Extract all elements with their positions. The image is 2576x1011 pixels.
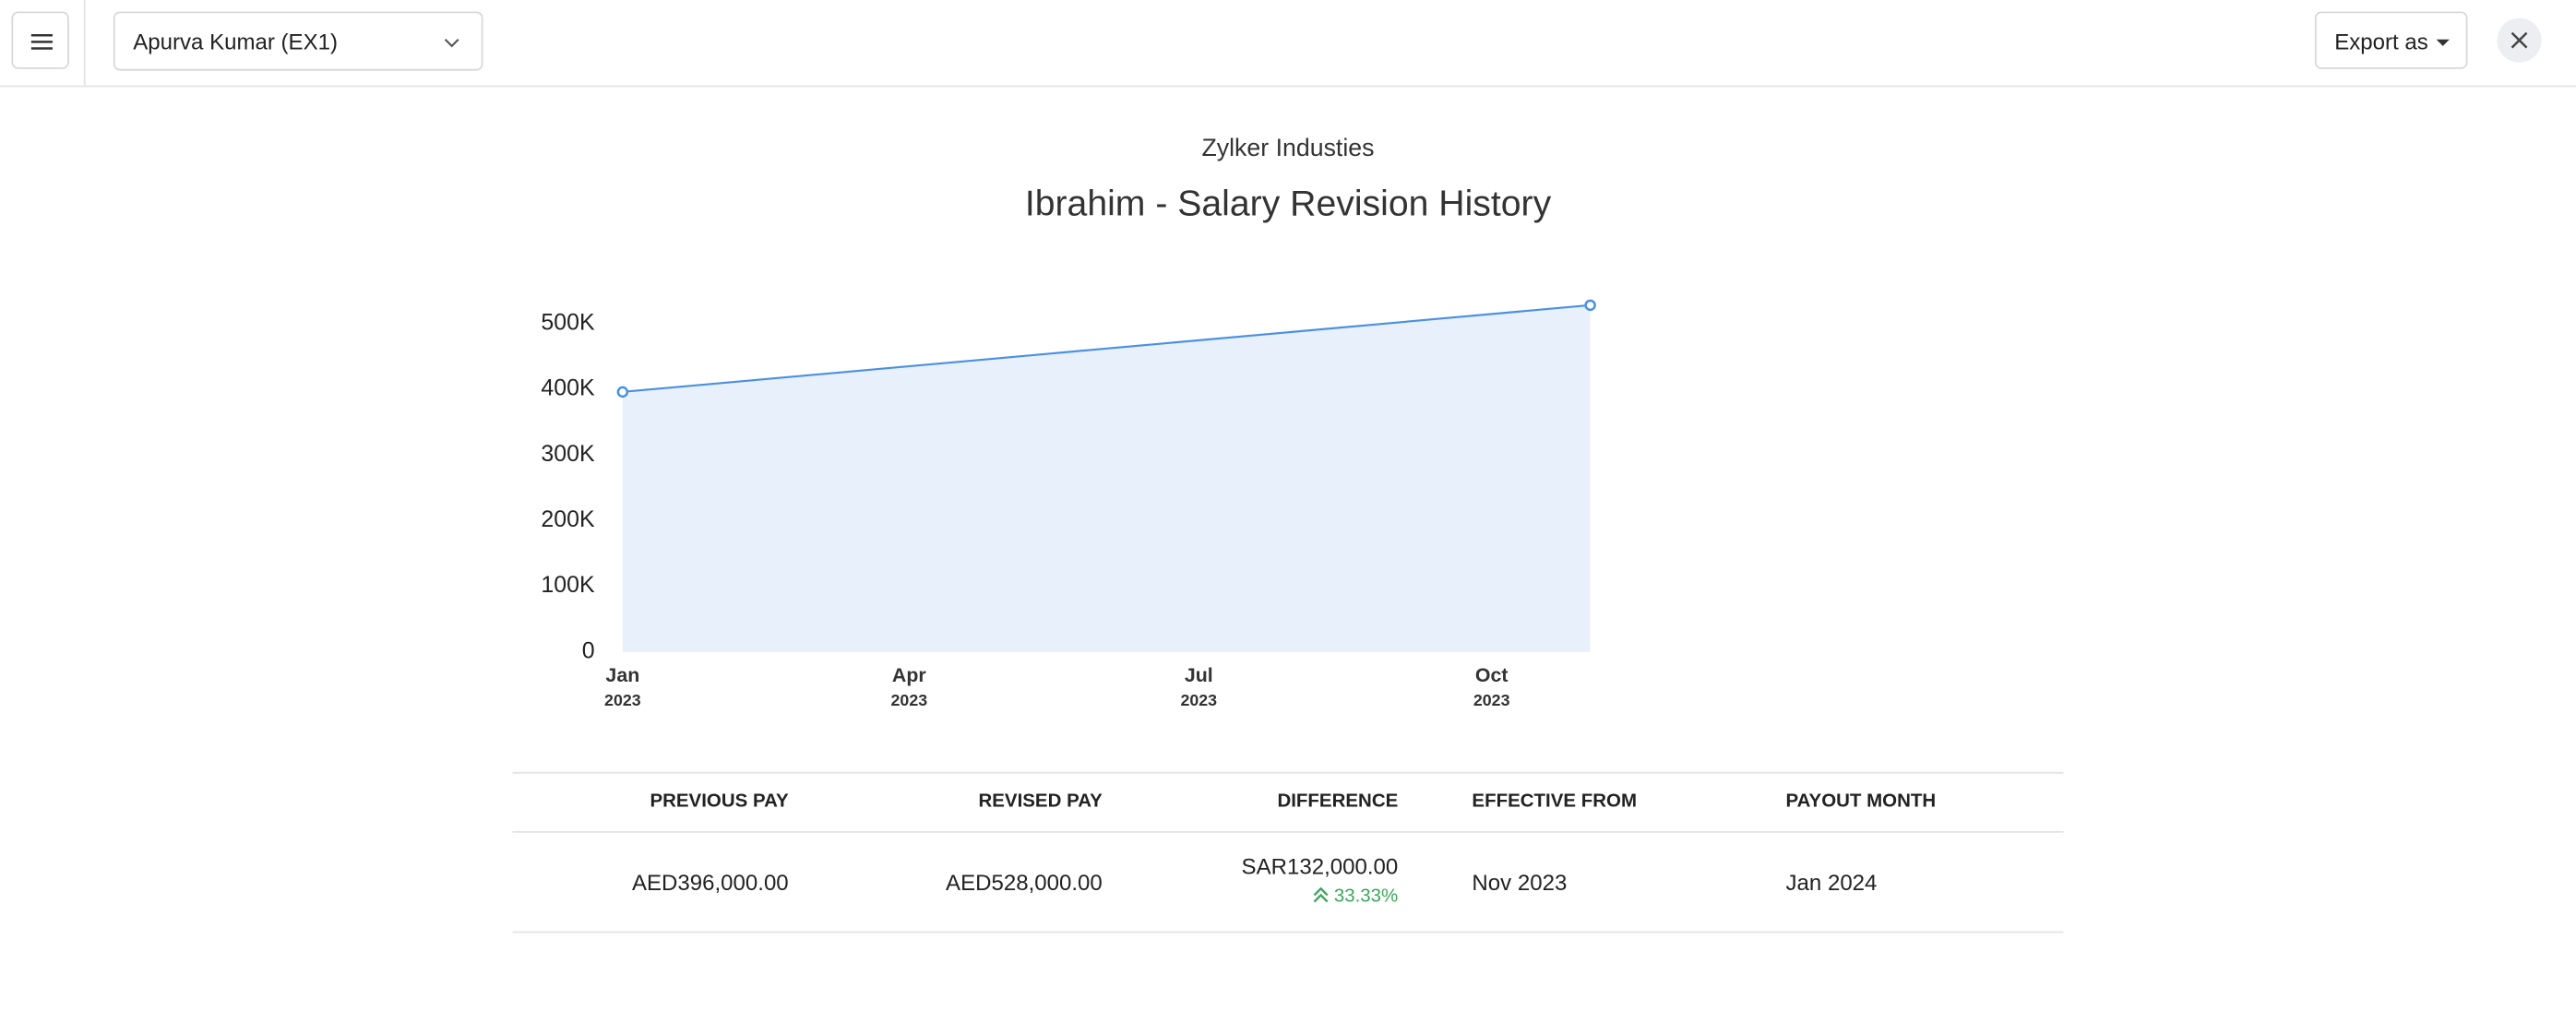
close-icon — [2510, 31, 2528, 49]
difference-change: 33.33% — [1312, 887, 1398, 907]
employee-name: Apurva Kumar (EX1) — [133, 30, 338, 54]
column-header: DIFFERENCE — [1277, 791, 1399, 812]
divider — [83, 0, 86, 86]
y-tick-label: 500K — [541, 309, 595, 335]
employee-select[interactable]: Apurva Kumar (EX1) — [113, 11, 483, 71]
y-tick-label: 200K — [541, 506, 595, 532]
column-header: EFFECTIVE FROM — [1472, 791, 1638, 812]
close-button[interactable] — [2497, 18, 2542, 63]
y-tick-label: 400K — [541, 375, 595, 401]
chevron — [444, 38, 459, 48]
table-border — [512, 771, 2064, 774]
revised-pay: AED528,000.00 — [946, 870, 1103, 896]
point — [1584, 299, 1596, 312]
difference-percent: 33.33% — [1333, 886, 1399, 907]
x-tick-year: 2023 — [1180, 691, 1217, 709]
line — [622, 303, 1591, 393]
menu-button[interactable] — [11, 11, 69, 69]
column-header: PREVIOUS PAY — [650, 791, 789, 812]
y-tick-label: 0 — [582, 637, 595, 663]
chart: 0 100K 200K 300K 400K 500K Jan 2023 Apr 2023 Jul 20… — [541, 299, 1596, 709]
x-tick-year: 2023 — [1473, 691, 1510, 709]
x-tick-label: Apr — [892, 664, 926, 686]
x-tick-label: Jul — [1185, 664, 1213, 686]
caret — [2436, 39, 2450, 46]
column-header: REVISED PAY — [978, 791, 1103, 812]
x-tick-year: 2023 — [891, 691, 928, 709]
y-tick-label: 100K — [541, 572, 595, 598]
export-button[interactable]: Export as — [2314, 11, 2468, 69]
x-tick-label: Jan — [605, 664, 639, 686]
menu-icon — [30, 34, 53, 50]
company: Zylker Industies — [1201, 135, 1375, 163]
up-icon — [1313, 886, 1329, 903]
export-label: Export as — [2334, 30, 2428, 54]
difference: SAR132,000.00 — [1241, 853, 1399, 879]
table-border — [512, 931, 2064, 934]
x-tick-label: Oct — [1475, 664, 1509, 686]
point — [616, 386, 629, 398]
effective-from: Nov 2023 — [1472, 870, 1568, 896]
report-title: Ibrahim - Salary Revision History — [1024, 182, 1552, 224]
area — [622, 304, 1591, 652]
previous-pay: AED396,000.00 — [631, 870, 789, 896]
table-border — [512, 830, 2064, 833]
payout-month: Jan 2024 — [1785, 870, 1878, 896]
x-tick-year: 2023 — [604, 691, 641, 709]
top-bar — [0, 0, 2576, 88]
y-tick-label: 300K — [541, 441, 595, 467]
column-header: PAYOUT MONTH — [1785, 791, 1937, 812]
